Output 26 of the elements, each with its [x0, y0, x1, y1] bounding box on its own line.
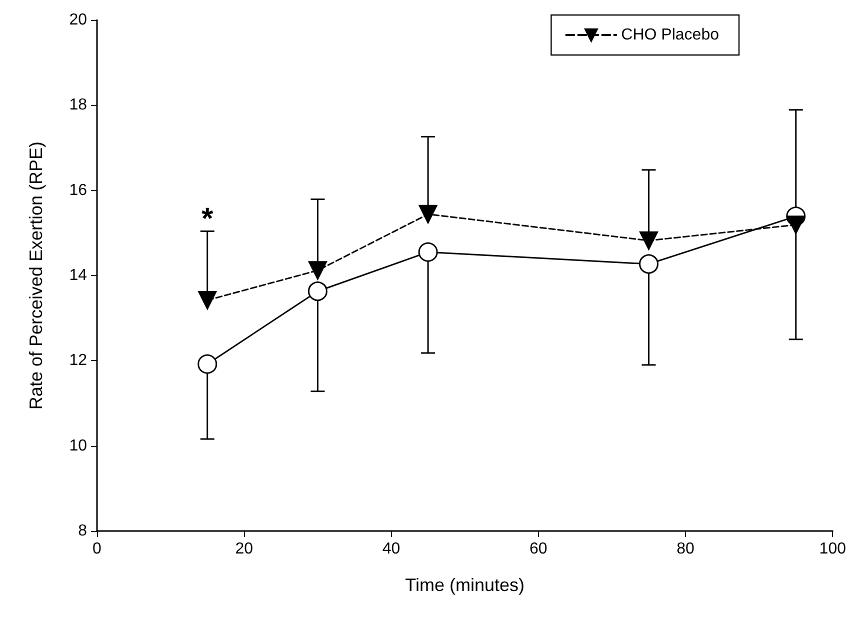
point: [418, 204, 438, 224]
x-tick-label: 60: [529, 540, 548, 558]
y-tick-label: 16: [69, 182, 88, 199]
point: [639, 254, 658, 274]
x-tick-label: 80: [676, 540, 695, 558]
point: [308, 282, 328, 301]
point: [198, 354, 218, 374]
y-tick-label: 14: [69, 267, 88, 284]
point: [198, 290, 217, 310]
point: [418, 242, 438, 262]
y-tick-label: 12: [69, 352, 88, 370]
annotation: *: [202, 202, 214, 236]
y-tick-label: 18: [69, 96, 88, 114]
y-axis-title: Rate of Perceived Exertion (RPE): [26, 141, 46, 410]
x-tick-label: 0: [92, 540, 102, 558]
y-tick-label: 20: [69, 12, 88, 28]
legend-label: CHO Placebo: [621, 26, 720, 44]
point: [639, 231, 658, 250]
y-tick-label: 10: [69, 437, 88, 454]
point: [308, 261, 327, 280]
point: [786, 216, 806, 234]
x-tick-label: 100: [819, 540, 846, 558]
x-tick-label: 40: [382, 540, 400, 558]
x-tick-label: 20: [235, 540, 254, 558]
x-axis-title: Time (minutes): [405, 575, 525, 595]
y-tick-label: 8: [78, 522, 88, 540]
